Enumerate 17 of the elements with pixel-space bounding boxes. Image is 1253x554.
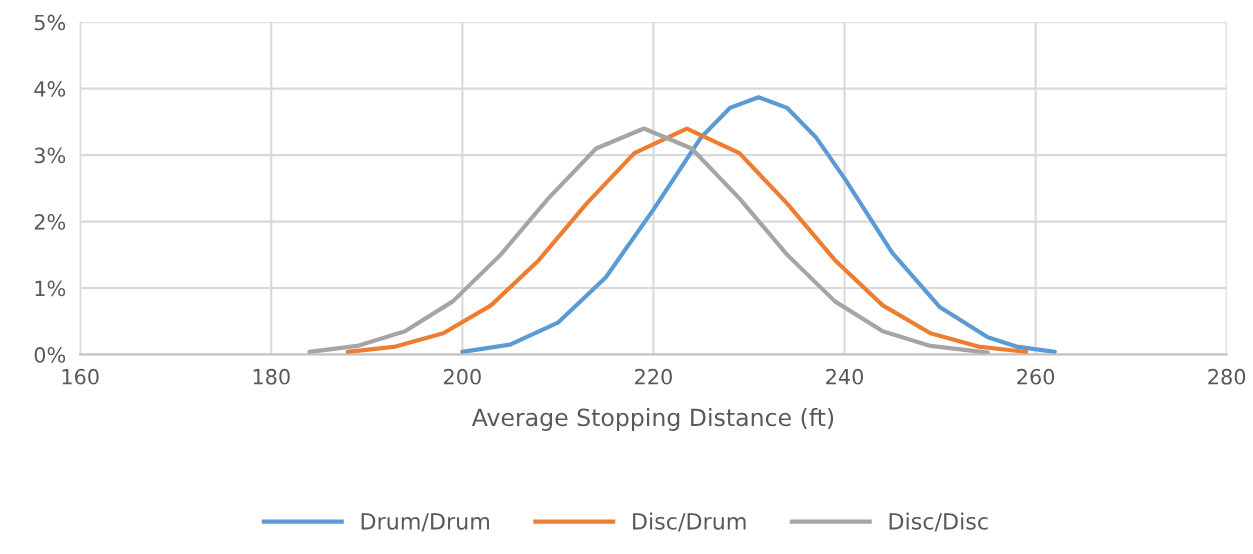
y-tick-label: 2% [34, 214, 66, 230]
legend-label: Disc/Disc [889, 512, 988, 532]
x-tick-label: 280 [1208, 368, 1246, 385]
y-tick-label: 1% [35, 280, 66, 297]
y-tick-label: 4% [34, 81, 66, 97]
legend-label: Disc/Drum [633, 512, 746, 532]
x-tick-label: 160 [62, 368, 99, 385]
x-axis-title: Average Stopping Distance (ft) [471, 408, 834, 431]
legend-label: Drum/Drum [361, 513, 490, 532]
x-tick-label: 260 [1017, 368, 1055, 385]
x-tick-label: 240 [826, 368, 864, 385]
x-tick-label: 220 [635, 368, 672, 385]
x-tick-label: 200 [444, 368, 481, 385]
y-tick-label: 5% [34, 14, 66, 31]
y-tick-label: 3% [34, 147, 66, 164]
x-tick-label: 180 [253, 368, 290, 385]
y-tick-label: 0% [34, 347, 66, 363]
